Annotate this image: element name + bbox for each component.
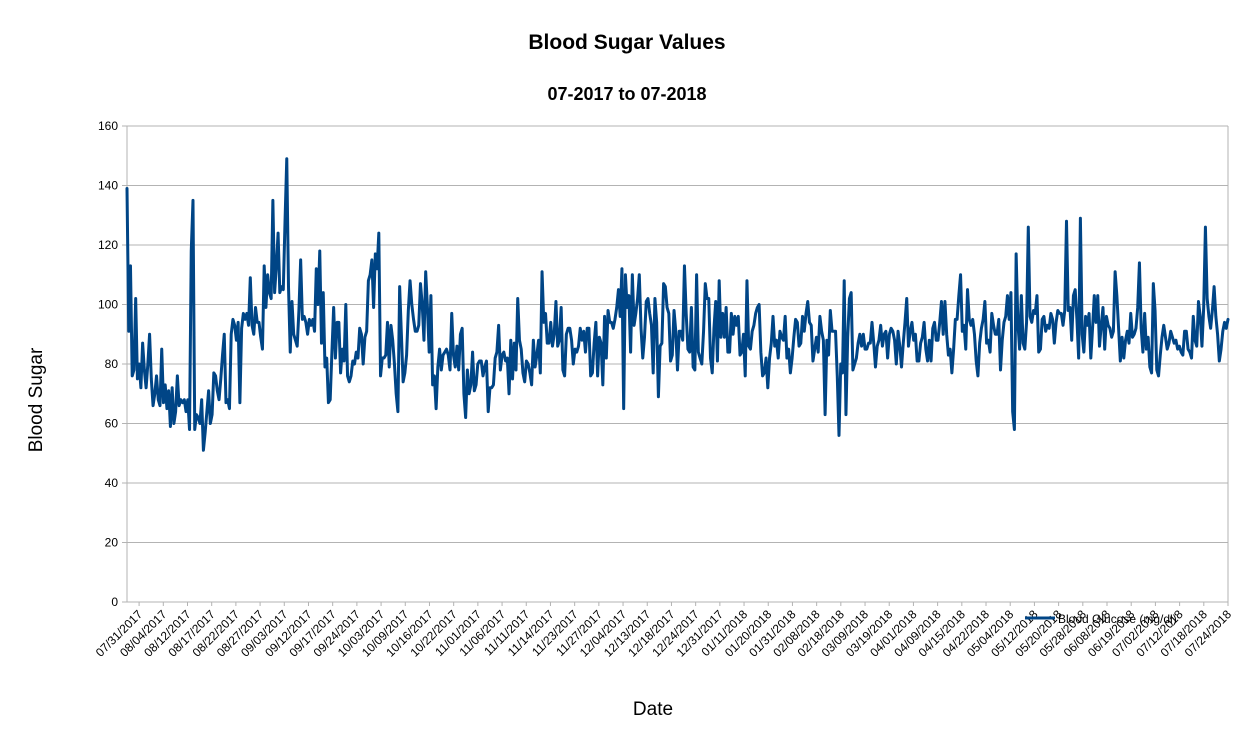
y-tick-label: 100 — [98, 298, 118, 312]
y-tick-label: 140 — [98, 179, 118, 193]
x-axis-ticks: 07/31/201708/04/201708/12/201708/17/2017… — [93, 602, 1234, 660]
y-tick-label: 20 — [105, 536, 119, 550]
y-tick-label: 80 — [105, 357, 119, 371]
y-tick-label: 160 — [98, 119, 118, 133]
y-axis-title: Blood Sugar — [26, 347, 47, 452]
y-tick-label: 40 — [105, 476, 119, 490]
chart-subtitle: 07-2017 to 07-2018 — [547, 84, 706, 104]
y-tick-label: 0 — [111, 595, 118, 609]
y-tick-label: 60 — [105, 417, 119, 431]
y-axis-ticks: 0 20 40 60 80 100 120 140 160 — [98, 119, 127, 609]
series-line — [125, 157, 1230, 452]
chart-title: Blood Sugar Values — [528, 31, 725, 54]
y-tick-label: 120 — [98, 238, 118, 252]
legend: Blood Glucose (mg/dl) — [1025, 612, 1177, 626]
plot-area — [125, 157, 1230, 452]
x-axis-title: Date — [633, 699, 673, 720]
legend-label: Blood Glucose (mg/dl) — [1058, 612, 1177, 626]
